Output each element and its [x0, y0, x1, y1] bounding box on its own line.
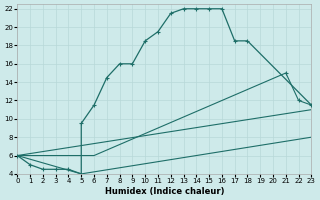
X-axis label: Humidex (Indice chaleur): Humidex (Indice chaleur) [105, 187, 224, 196]
